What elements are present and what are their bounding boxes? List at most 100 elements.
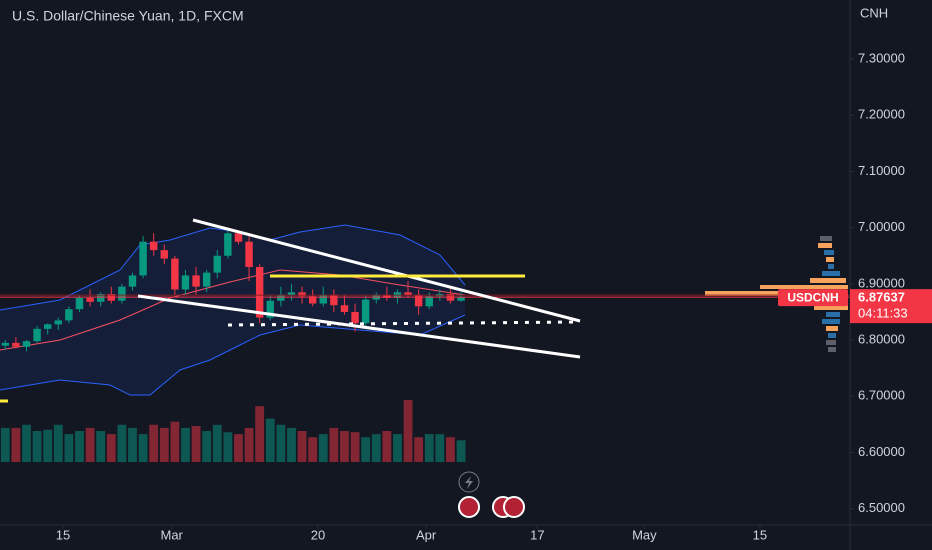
candle-body: [118, 286, 126, 301]
y-tick-label: 6.90000: [858, 275, 905, 290]
symbol-tag-bg: [778, 289, 848, 307]
candle-body: [96, 293, 105, 302]
volume-bar: [414, 437, 424, 462]
candle-body: [192, 275, 200, 287]
candle-body: [255, 266, 264, 318]
x-tick-label: 17: [530, 527, 544, 542]
trendline-upper: [192, 218, 581, 323]
candle-body: [181, 275, 190, 290]
candle-body: [43, 324, 52, 329]
volume-bar: [138, 434, 148, 462]
x-tick-label: Apr: [416, 527, 437, 542]
candle-body: [86, 297, 94, 302]
volume-bar: [32, 431, 42, 462]
volume-bar: [170, 421, 180, 462]
volume-bar: [53, 424, 63, 462]
last-price-label: 6.87637: [858, 290, 905, 305]
volume-bar: [308, 437, 318, 462]
volume-bar: [159, 427, 169, 462]
candle-body: [22, 341, 31, 347]
y-tick-label: 6.80000: [858, 332, 905, 347]
volume-bar: [435, 434, 445, 462]
volume-bar: [202, 431, 212, 462]
volume-bar: [234, 434, 243, 462]
volume-bar: [297, 431, 307, 462]
volume-bar: [149, 424, 159, 462]
volume-bar: [75, 431, 84, 462]
candle-body: [139, 241, 147, 276]
candle-body: [319, 295, 327, 304]
candle-body: [404, 292, 412, 296]
volume-bar: [181, 427, 190, 462]
candle-body: [75, 297, 84, 310]
y-tick-label: 7.10000: [858, 163, 905, 178]
candle-body: [414, 295, 423, 307]
volume-bar: [244, 427, 254, 462]
candle-body: [65, 309, 73, 321]
volume-bar: [0, 427, 10, 462]
x-tick-label: 15: [56, 527, 70, 542]
volume-bar: [424, 434, 434, 462]
y-tick-label: 6.70000: [858, 388, 905, 403]
volume-bar: [350, 432, 360, 462]
volume-bar: [361, 437, 371, 462]
volume-bar: [96, 431, 106, 462]
volume-bar: [456, 440, 466, 462]
volume-bar: [371, 434, 381, 462]
volume-bar: [11, 427, 21, 462]
candle-body: [298, 292, 306, 297]
y-tick-label: 7.00000: [858, 219, 905, 234]
volume-bar: [403, 400, 413, 462]
candle-body: [245, 241, 253, 267]
candle-body: [287, 292, 296, 296]
candle-body: [54, 320, 63, 325]
candle-body: [171, 258, 179, 290]
candle-body: [160, 250, 168, 259]
candle-body: [457, 297, 465, 301]
currency-label: CNH: [860, 5, 888, 20]
candle-body: [330, 295, 338, 306]
volume-bar: [329, 427, 339, 462]
candle-body: [383, 295, 391, 298]
volume-bar: [223, 432, 233, 462]
bollinger-basis: [0, 269, 466, 351]
candle-body: [128, 275, 137, 287]
volume-bar: [85, 427, 95, 462]
price-tag-bg: [850, 289, 932, 324]
volume-bar: [382, 431, 392, 462]
y-tick-label: 7.30000: [858, 50, 905, 65]
volume-bar: [276, 424, 286, 462]
candle-body: [224, 233, 232, 256]
candle-body: [202, 272, 211, 287]
y-tick-label: 6.60000: [858, 444, 905, 459]
support-dotted: [227, 320, 578, 327]
volume-bar: [117, 424, 127, 462]
volume-bar: [43, 429, 53, 462]
x-tick-label: 15: [753, 527, 767, 542]
candle-body: [12, 342, 20, 347]
candle-body: [340, 305, 349, 312]
flag-icon[interactable]: [458, 496, 480, 518]
volume-bar: [393, 434, 402, 462]
volume-bar: [212, 424, 222, 462]
volume-bar: [128, 427, 137, 462]
candle-body: [266, 300, 274, 318]
volume-bar: [64, 434, 74, 462]
volume-bar: [22, 424, 31, 462]
symbol-tag: USDCNH: [787, 290, 838, 304]
volume-bar: [446, 437, 455, 462]
candle-body: [425, 296, 433, 307]
flag-icon[interactable]: [503, 496, 525, 518]
candle-body: [351, 311, 359, 324]
volume-bar: [191, 426, 201, 462]
bollinger-lower: [0, 314, 466, 396]
candle-body: [33, 328, 41, 342]
trendline-lower: [137, 294, 581, 359]
volume-bar: [265, 418, 275, 462]
countdown-label: 04:11:33: [858, 306, 908, 321]
candle-body: [308, 296, 317, 304]
candle-body: [1, 342, 10, 346]
y-tick-label: 6.50000: [858, 500, 905, 515]
candle-body: [234, 233, 243, 242]
